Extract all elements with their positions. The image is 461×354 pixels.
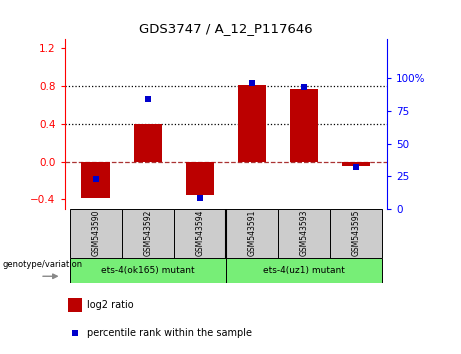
Point [196, 195, 204, 201]
Point [71, 330, 79, 336]
Bar [237, 85, 266, 162]
Text: GSM543595: GSM543595 [351, 210, 361, 256]
Text: GSM543590: GSM543590 [91, 210, 100, 256]
Text: ets-4(uz1) mutant: ets-4(uz1) mutant [263, 266, 345, 275]
Text: GSM543593: GSM543593 [300, 210, 308, 256]
Bar [82, 162, 110, 198]
Point [300, 85, 307, 90]
Title: GDS3747 / A_12_P117646: GDS3747 / A_12_P117646 [139, 22, 313, 35]
Bar [290, 89, 318, 162]
Text: GSM543592: GSM543592 [143, 210, 152, 256]
Bar [226, 209, 278, 258]
Point [92, 176, 100, 182]
Bar [122, 209, 174, 258]
Bar [185, 162, 214, 195]
Text: ets-4(ok165) mutant: ets-4(ok165) mutant [101, 266, 195, 275]
Bar [70, 209, 122, 258]
Bar [342, 162, 370, 166]
Bar [226, 258, 382, 283]
Bar [278, 209, 330, 258]
Point [248, 81, 255, 86]
Bar [134, 124, 162, 162]
Text: percentile rank within the sample: percentile rank within the sample [87, 327, 252, 338]
Text: genotype/variation: genotype/variation [3, 260, 83, 269]
Bar [68, 298, 83, 312]
Bar [174, 209, 226, 258]
Bar [70, 258, 226, 283]
Text: log2 ratio: log2 ratio [87, 300, 134, 310]
Point [352, 164, 360, 170]
Text: GSM543591: GSM543591 [248, 210, 256, 256]
Point [144, 96, 152, 102]
Bar [330, 209, 382, 258]
Text: GSM543594: GSM543594 [195, 210, 204, 256]
